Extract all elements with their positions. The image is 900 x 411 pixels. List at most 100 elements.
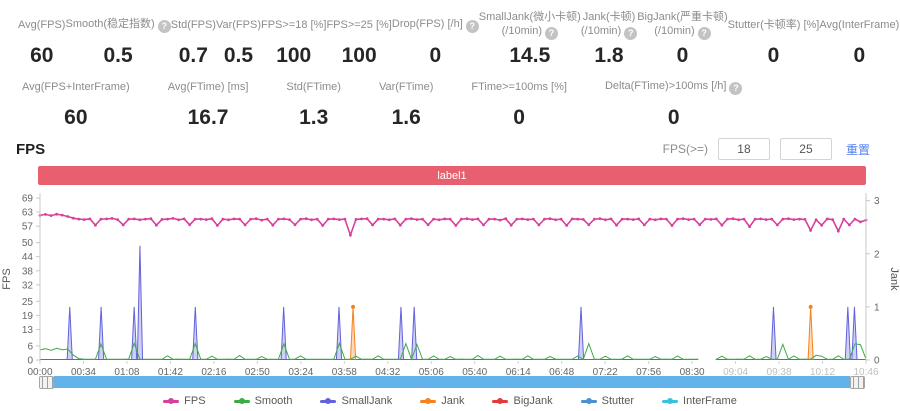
stat-label: FTime>=100ms [%] bbox=[471, 80, 567, 93]
stat-value: 1.3 bbox=[299, 106, 329, 129]
svg-text:25: 25 bbox=[22, 297, 34, 308]
stat-label: Drop(FPS) [/h]? bbox=[392, 10, 479, 40]
stat-ftime-ge-100ms: FTime>=100ms [%] 0 bbox=[471, 72, 567, 130]
chart-legend: FPS Smooth SmallJank Jank BigJank Stutter Inte… bbox=[0, 394, 900, 408]
reset-link[interactable]: 重置 bbox=[845, 142, 870, 157]
svg-text:2: 2 bbox=[874, 249, 880, 260]
svg-text:02:16: 02:16 bbox=[201, 367, 226, 375]
stat-value: 100 bbox=[341, 44, 377, 67]
help-icon[interactable]: ? bbox=[544, 27, 558, 41]
stat-value: 0.7 bbox=[178, 44, 208, 67]
stat-std-fps: Std(FPS) 0.7 bbox=[171, 10, 216, 68]
stat-label: FPS>=18 [%] bbox=[261, 18, 327, 31]
help-icon[interactable]: ? bbox=[157, 20, 171, 33]
help-icon[interactable]: ? bbox=[729, 82, 743, 95]
stat-jank: Jank(卡顿) (/10min)? 1.8 bbox=[580, 10, 638, 68]
legend-item-smooth[interactable]: Smooth bbox=[233, 395, 293, 407]
stat-avg-fps-interframe: Avg(FPS+InterFrame) 60 bbox=[22, 72, 130, 130]
svg-text:00:00: 00:00 bbox=[27, 367, 52, 375]
fps-filter-label: FPS(>=) bbox=[662, 142, 708, 156]
stat-delta-ftime: Delta(FTime)>100ms [/h]? 0 bbox=[605, 72, 743, 130]
fps-threshold-high-input[interactable] bbox=[779, 138, 832, 160]
stat-value: 100 bbox=[276, 44, 312, 67]
stat-value: 0 bbox=[767, 44, 780, 67]
svg-text:09:38: 09:38 bbox=[767, 367, 792, 375]
svg-text:0: 0 bbox=[874, 356, 880, 367]
stat-label: Var(FTime) bbox=[378, 80, 434, 93]
svg-text:05:06: 05:06 bbox=[419, 367, 444, 375]
legend-item-jank[interactable]: Jank bbox=[420, 395, 464, 407]
svg-text:32: 32 bbox=[22, 280, 34, 291]
svg-text:00:34: 00:34 bbox=[71, 367, 96, 375]
stat-std-ftime: Std(FTime) 1.3 bbox=[286, 72, 341, 130]
svg-text:06:14: 06:14 bbox=[506, 367, 531, 375]
stat-value: 0 bbox=[667, 106, 680, 129]
stat-value: 0 bbox=[853, 44, 866, 67]
legend-item-interframe[interactable]: InterFrame bbox=[662, 395, 737, 407]
legend-label: BigJank bbox=[513, 395, 553, 407]
svg-text:07:56: 07:56 bbox=[636, 367, 661, 375]
legend-label: SmallJank bbox=[341, 395, 393, 407]
stat-label: Jank(卡顿) (/10min)? bbox=[580, 10, 638, 41]
stats-row-ftime: Avg(FPS+InterFrame) 60 Avg(FTime) [ms] 16.7… bbox=[0, 68, 900, 130]
legend-line-icon bbox=[492, 398, 509, 404]
legend-line-icon bbox=[580, 398, 597, 404]
svg-text:38: 38 bbox=[22, 266, 34, 277]
stat-label: Std(FTime) bbox=[286, 80, 341, 93]
fps-section-header: FPS FPS(>=) 重置 bbox=[0, 130, 900, 164]
legend-line-icon bbox=[320, 398, 337, 404]
svg-text:03:58: 03:58 bbox=[332, 367, 357, 375]
legend-item-smalljank[interactable]: SmallJank bbox=[320, 395, 392, 407]
stat-value: 0.5 bbox=[103, 44, 133, 67]
svg-text:05:40: 05:40 bbox=[462, 367, 487, 375]
svg-text:57: 57 bbox=[22, 222, 34, 233]
legend-label: Smooth bbox=[254, 395, 293, 407]
svg-text:10:12: 10:12 bbox=[810, 367, 835, 375]
chart-label-banner: label1 bbox=[38, 166, 866, 185]
svg-text:02:50: 02:50 bbox=[245, 367, 270, 375]
stat-avg-interframe: Avg(InterFrame) 0 bbox=[819, 10, 899, 68]
stat-label: Smooth(稳定指数)? bbox=[65, 10, 171, 40]
stat-label: Avg(FPS) bbox=[18, 18, 66, 31]
stat-value: 0 bbox=[676, 44, 689, 67]
svg-text:3: 3 bbox=[874, 196, 880, 207]
legend-item-stutter[interactable]: Stutter bbox=[580, 395, 634, 407]
page-title: FPS bbox=[16, 140, 46, 158]
svg-text:FPS: FPS bbox=[1, 268, 13, 289]
help-icon[interactable]: ? bbox=[697, 27, 711, 41]
fps-threshold-low-input[interactable] bbox=[717, 138, 770, 160]
svg-text:1: 1 bbox=[874, 302, 880, 313]
stat-value: 0.5 bbox=[223, 44, 254, 67]
scrollbar-grip-left-icon[interactable] bbox=[39, 375, 54, 389]
svg-text:44: 44 bbox=[22, 252, 34, 263]
stat-label: Avg(FPS+InterFrame) bbox=[22, 80, 130, 93]
legend-line-icon bbox=[163, 398, 180, 404]
stat-value: 0 bbox=[429, 44, 442, 67]
stat-value: 60 bbox=[30, 44, 54, 67]
scrollbar-grip-right-icon[interactable] bbox=[850, 375, 865, 389]
stat-label: Stutter(卡顿率) [%] bbox=[727, 18, 820, 31]
svg-text:03:24: 03:24 bbox=[288, 367, 313, 375]
help-icon[interactable]: ? bbox=[465, 20, 479, 33]
legend-label: FPS bbox=[184, 395, 206, 407]
stat-stutter: Stutter(卡顿率) [%] 0 bbox=[728, 10, 820, 68]
svg-text:0: 0 bbox=[27, 356, 33, 367]
legend-item-fps[interactable]: FPS bbox=[163, 395, 206, 407]
chart-label-text: label1 bbox=[437, 169, 467, 182]
stat-label: BigJank(严重卡顿) (/10min)? bbox=[637, 10, 728, 41]
svg-text:01:42: 01:42 bbox=[158, 367, 183, 375]
svg-text:04:32: 04:32 bbox=[375, 367, 400, 375]
help-icon[interactable]: ? bbox=[624, 27, 638, 41]
svg-text:06:48: 06:48 bbox=[549, 367, 574, 375]
stat-avg-ftime: Avg(FTime) [ms] 16.7 bbox=[168, 72, 249, 130]
stat-drop-fps: Drop(FPS) [/h]? 0 bbox=[392, 10, 479, 68]
stat-avg-fps: Avg(FPS) 60 bbox=[18, 10, 65, 68]
chart-scrollbar[interactable] bbox=[39, 375, 865, 389]
svg-text:69: 69 bbox=[22, 194, 34, 205]
legend-item-bigjank[interactable]: BigJank bbox=[492, 395, 553, 407]
scrollbar-track[interactable] bbox=[54, 376, 850, 388]
stat-label: Std(FPS) bbox=[170, 18, 216, 31]
stat-label: SmallJank(微小卡顿) (/10min)? bbox=[478, 10, 581, 41]
